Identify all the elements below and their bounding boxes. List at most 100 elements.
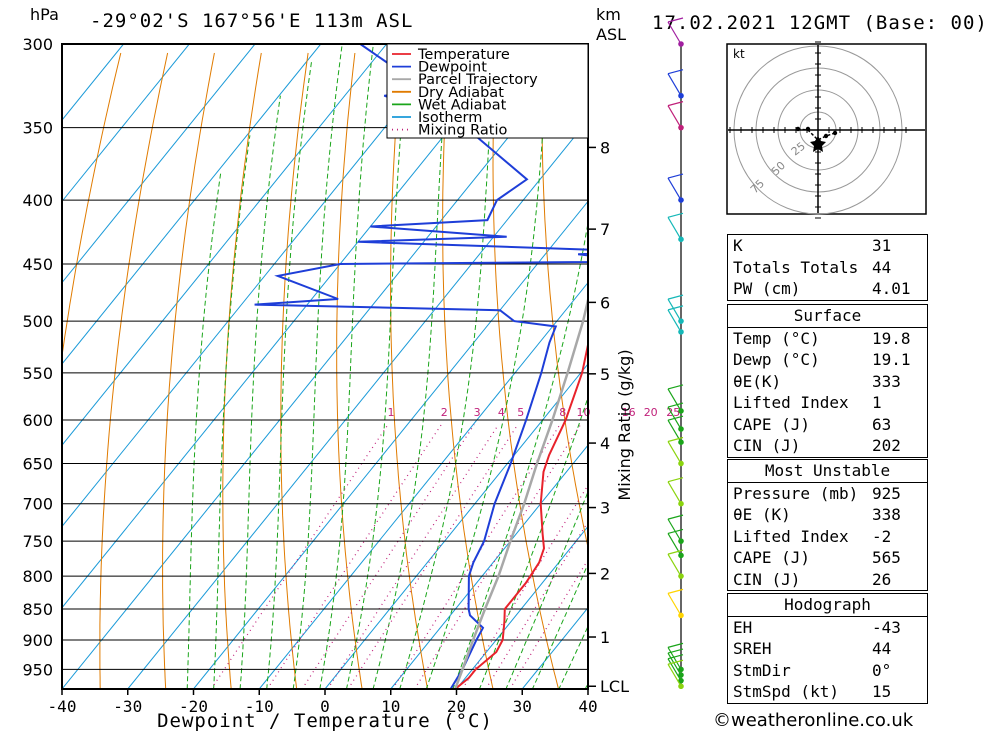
wind-barb: [667, 652, 682, 676]
pressure-tick-label: 500: [22, 312, 53, 331]
mixing-ratio-label: 1: [387, 406, 394, 419]
height-tick-label: 5: [600, 365, 610, 384]
wet-adiabat-line: [239, 95, 281, 689]
hodograph-point: [805, 126, 811, 132]
wet-adiabat-line: [505, 490, 588, 689]
isotherm-line: [62, 44, 256, 284]
wind-barb: [667, 663, 682, 687]
index-value: 925: [872, 483, 901, 503]
hodograph-point: [795, 126, 801, 132]
wind-barb-flag: [667, 415, 684, 421]
wind-barb-flag: [667, 384, 684, 390]
pressure-tick-label: 300: [22, 35, 53, 54]
index-value: -43: [872, 617, 901, 637]
mixing-ratio-label: 3: [474, 406, 481, 419]
copyright-footer: ©weatheronline.co.uk: [713, 710, 914, 731]
pressure-tick-label: 750: [22, 532, 53, 551]
wind-barb-flag: [667, 659, 684, 665]
wind-barb: [667, 658, 682, 681]
index-value: 338: [872, 505, 901, 524]
wet-adiabat-line: [186, 172, 222, 689]
index-row: CIN (J) 26: [728, 569, 927, 591]
wind-barb: [667, 309, 682, 333]
index-label: CAPE (J): [733, 414, 811, 434]
wind-barb-flag: [667, 642, 684, 648]
pressure-tick-label: 950: [22, 660, 53, 679]
legend-label: Dewpoint: [418, 60, 487, 76]
wind-profile-column: [667, 17, 684, 690]
mixing-ratio-label: 8: [559, 406, 566, 419]
mixing-ratio-line: [509, 558, 588, 689]
profile-series: [254, 44, 588, 689]
index-row: θE (K) 338: [728, 504, 927, 526]
km-unit-label: km: [596, 5, 621, 24]
asl-label: ASL: [596, 25, 626, 44]
wind-barb-flag: [667, 69, 684, 75]
index-value: 63: [872, 414, 892, 434]
parcel-trajectory-line: [454, 294, 588, 689]
pressure-tick-label: 550: [22, 364, 53, 383]
mixing-ratio-line: [301, 424, 475, 689]
isotherm-line: [62, 44, 453, 528]
index-label: Totals Totals: [733, 257, 859, 277]
height-tick-label: 6: [600, 293, 610, 312]
mixing-ratio-labels: 1 2 3 4 5 8 10 16 20 25: [387, 406, 680, 419]
wet-adiabat-line: [292, 44, 343, 689]
index-value: 31: [872, 236, 892, 255]
hodograph-unit-label: kt: [733, 47, 745, 61]
temperature-tick-label: -40: [48, 697, 77, 716]
index-label: Lifted Index: [733, 393, 849, 412]
pressure-tick-label: 650: [22, 454, 53, 473]
index-label: Lifted Index: [733, 526, 849, 546]
index-row: θE(K) 333: [728, 371, 927, 393]
hodograph-stats-table: Hodograph EH -43 SREH 44 StmDir 0° StmSpd (kt)…: [727, 593, 928, 704]
dry-adiabat-line: [541, 52, 588, 550]
mixing-ratio-axis-label: Mixing Ratio (g/kg): [615, 349, 634, 500]
pressure-tick-label: 350: [22, 119, 53, 138]
wind-barb: [667, 647, 682, 670]
index-row: EH -43: [728, 617, 927, 639]
wind-barb: [667, 388, 682, 412]
wet-adiabat-line: [478, 396, 588, 689]
mixing-ratio-lines: [210, 424, 588, 689]
dry-adiabat-line: [390, 52, 429, 689]
wind-barb: [667, 593, 682, 616]
wet-adiabat-line: [531, 562, 588, 689]
surface-table: Surface Temp (°C) 19.8 Dewp (°C) 19.1 θE(K) 3…: [727, 304, 928, 458]
index-value: 4.01: [872, 279, 911, 298]
index-label: Pressure (mb): [733, 483, 859, 503]
pressure-tick-label: 850: [22, 600, 53, 619]
isotherm-line: [324, 363, 588, 689]
index-label: K: [733, 236, 743, 255]
legend-label: Isotherm: [418, 110, 482, 126]
wet-adiabat-line: [372, 44, 450, 689]
wind-barb-flag: [667, 173, 684, 179]
hodograph-point: [832, 130, 838, 136]
mixing-ratio-label: 16: [622, 406, 636, 419]
wind-barb-flag: [667, 588, 684, 594]
pressure-unit-label: hPa: [30, 5, 59, 24]
mixing-ratio-label: 10: [576, 406, 590, 419]
dry-adiabat-line: [917, 53, 1000, 689]
height-tick-label: 7: [600, 220, 610, 239]
index-row: PW (cm) 4.01: [728, 278, 927, 300]
height-tick-label: 4: [600, 434, 610, 453]
index-value: 19.8: [872, 328, 911, 348]
wet-adiabat-line: [213, 135, 251, 689]
pressure-tick-label: 600: [22, 411, 53, 430]
index-value: 44: [872, 257, 892, 277]
index-row: Temp (°C) 19.8: [728, 328, 927, 350]
wind-barb-flag: [667, 402, 684, 408]
index-label: CAPE (J): [733, 548, 811, 567]
wind-barb-flag: [667, 654, 684, 660]
isotherm-line: [62, 44, 585, 689]
legend-label: Parcel Trajectory: [418, 72, 538, 88]
height-axis: 8 7 6 5 4 3 2 1 LCL: [588, 138, 629, 696]
temperature-tick-label: 0: [320, 697, 330, 716]
index-row: StmDir 0°: [728, 660, 927, 682]
wind-barb: [667, 177, 682, 201]
index-row: K 31: [728, 235, 927, 257]
hodograph-trace: [797, 128, 836, 141]
